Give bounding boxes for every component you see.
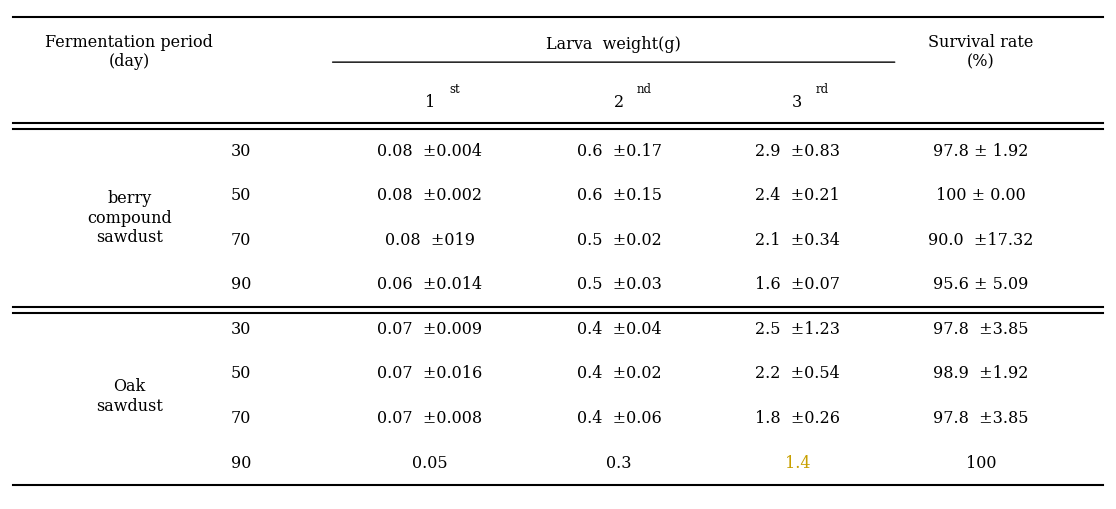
- Text: 98.9  ±1.92: 98.9 ±1.92: [933, 365, 1029, 382]
- Text: 0.05: 0.05: [412, 455, 448, 471]
- Text: 0.06  ±0.014: 0.06 ±0.014: [377, 276, 482, 293]
- Text: 0.07  ±0.009: 0.07 ±0.009: [377, 321, 482, 338]
- Text: 90.0  ±17.32: 90.0 ±17.32: [929, 232, 1033, 249]
- Text: berry
compound
sawdust: berry compound sawdust: [87, 190, 172, 246]
- Text: 2: 2: [614, 94, 624, 111]
- Text: 0.08  ±0.004: 0.08 ±0.004: [377, 143, 482, 160]
- Text: 3: 3: [792, 94, 802, 111]
- Text: rd: rd: [816, 83, 828, 97]
- Text: 0.08  ±019: 0.08 ±019: [385, 232, 475, 249]
- Text: Survival rate
(%): Survival rate (%): [929, 34, 1033, 70]
- Text: 97.8 ± 1.92: 97.8 ± 1.92: [933, 143, 1029, 160]
- Text: nd: nd: [636, 83, 652, 97]
- Text: Oak
sawdust: Oak sawdust: [96, 378, 163, 414]
- Text: st: st: [449, 83, 460, 97]
- Text: 0.3: 0.3: [606, 455, 632, 471]
- Text: 2.9  ±0.83: 2.9 ±0.83: [754, 143, 840, 160]
- Text: 0.07  ±0.008: 0.07 ±0.008: [377, 410, 482, 427]
- Text: 30: 30: [231, 143, 251, 160]
- Text: 2.2  ±0.54: 2.2 ±0.54: [754, 365, 839, 382]
- Text: 70: 70: [231, 410, 251, 427]
- Text: 0.4  ±0.04: 0.4 ±0.04: [577, 321, 662, 338]
- Text: 100: 100: [965, 455, 997, 471]
- Text: 0.5  ±0.03: 0.5 ±0.03: [577, 276, 662, 293]
- Text: 0.4  ±0.06: 0.4 ±0.06: [577, 410, 662, 427]
- Text: 97.8  ±3.85: 97.8 ±3.85: [933, 321, 1029, 338]
- Text: 30: 30: [231, 321, 251, 338]
- Text: 90: 90: [231, 455, 251, 471]
- Text: 2.4  ±0.21: 2.4 ±0.21: [754, 187, 839, 204]
- Text: 70: 70: [231, 232, 251, 249]
- Text: 1.6  ±0.07: 1.6 ±0.07: [754, 276, 840, 293]
- Text: 0.6  ±0.17: 0.6 ±0.17: [577, 143, 662, 160]
- Text: 50: 50: [231, 187, 251, 204]
- Text: 0.5  ±0.02: 0.5 ±0.02: [577, 232, 662, 249]
- Text: 1.4: 1.4: [785, 455, 810, 471]
- Text: 2.1  ±0.34: 2.1 ±0.34: [754, 232, 839, 249]
- Text: 50: 50: [231, 365, 251, 382]
- Text: 2.5  ±1.23: 2.5 ±1.23: [754, 321, 840, 338]
- Text: 1.8  ±0.26: 1.8 ±0.26: [754, 410, 840, 427]
- Text: 0.4  ±0.02: 0.4 ±0.02: [577, 365, 662, 382]
- Text: 0.08  ±0.002: 0.08 ±0.002: [377, 187, 482, 204]
- Text: Fermentation period
(day): Fermentation period (day): [46, 34, 213, 70]
- Text: Larva  weight(g): Larva weight(g): [546, 36, 681, 53]
- Text: 1: 1: [425, 94, 435, 111]
- Text: 97.8  ±3.85: 97.8 ±3.85: [933, 410, 1029, 427]
- Text: 0.6  ±0.15: 0.6 ±0.15: [577, 187, 662, 204]
- Text: 95.6 ± 5.09: 95.6 ± 5.09: [933, 276, 1029, 293]
- Text: 100 ± 0.00: 100 ± 0.00: [936, 187, 1026, 204]
- Text: 90: 90: [231, 276, 251, 293]
- Text: 0.07  ±0.016: 0.07 ±0.016: [377, 365, 482, 382]
